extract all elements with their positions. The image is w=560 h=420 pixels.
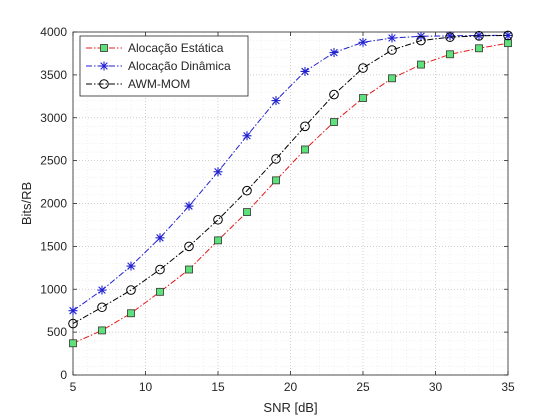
data-point	[69, 339, 77, 348]
data-point	[242, 185, 252, 196]
data-point	[98, 326, 106, 335]
data-point	[97, 302, 107, 313]
x-tick-label: 15	[211, 380, 225, 394]
data-point	[358, 63, 368, 73]
data-point	[300, 121, 310, 132]
series-line	[72, 42, 509, 344]
legend-entry: Alocação Dinâmica	[86, 59, 231, 73]
x-tick-label: 35	[501, 380, 515, 394]
legend-label: Alocação Dinâmica	[128, 59, 231, 73]
legend-marker	[100, 44, 108, 52]
series-1	[69, 39, 512, 348]
legend-entry: Alocação Estática	[86, 41, 224, 55]
y-tick-label: 3000	[40, 111, 67, 125]
data-point	[330, 118, 338, 126]
y-tick-label: 2500	[40, 154, 67, 168]
y-axis-label: Bits/RB	[19, 182, 34, 225]
series-line	[72, 34, 509, 324]
x-axis-label: SNR [dB]	[263, 400, 317, 415]
x-axis: 5 10 15 20 25 30 35	[70, 32, 515, 394]
data-point	[359, 94, 367, 102]
data-point	[184, 201, 194, 211]
data-point	[329, 89, 339, 100]
y-tick-label: 1500	[40, 239, 67, 253]
data-point	[416, 35, 426, 46]
data-point	[474, 31, 484, 41]
data-point	[126, 261, 136, 271]
data-point	[271, 154, 281, 164]
data-point	[446, 50, 454, 59]
series-2	[68, 30, 513, 316]
data-point	[387, 33, 397, 43]
data-point	[300, 66, 310, 76]
legend-marker	[99, 79, 109, 89]
data-point	[213, 167, 223, 177]
x-tick-label: 5	[70, 380, 77, 394]
y-tick-label: 0	[60, 368, 67, 382]
data-point	[97, 285, 107, 295]
x-tick-label: 20	[284, 380, 298, 394]
data-point	[155, 233, 165, 243]
y-tick-label: 2000	[40, 197, 67, 211]
legend-entry: AWM-MOM	[86, 77, 190, 91]
data-point	[213, 214, 223, 225]
series-line	[72, 34, 508, 312]
data-point	[68, 306, 78, 316]
data-point	[214, 236, 222, 245]
series-layer	[68, 30, 513, 348]
legend-label: Alocação Estática	[128, 41, 224, 55]
data-point	[185, 265, 193, 274]
data-point	[388, 74, 396, 83]
data-point	[504, 39, 512, 48]
data-point	[271, 96, 281, 106]
data-point	[329, 48, 339, 58]
data-point	[475, 44, 483, 53]
legend-marker	[99, 61, 109, 71]
data-point	[301, 145, 309, 154]
data-point	[387, 45, 397, 55]
x-tick-label: 30	[429, 380, 443, 394]
data-point	[242, 131, 252, 141]
y-axis: 0 500 1000 1500 2000 2500 3000 3500 4000	[40, 25, 508, 382]
data-point	[272, 176, 280, 185]
y-tick-label: 4000	[40, 25, 67, 39]
data-point	[156, 287, 164, 296]
x-tick-label: 10	[139, 380, 153, 394]
y-tick-label: 500	[47, 325, 67, 339]
data-point	[445, 32, 455, 42]
data-point	[503, 30, 513, 41]
data-point	[126, 285, 136, 295]
y-tick-label: 3500	[40, 68, 67, 82]
y-tick-label: 1000	[40, 282, 67, 296]
series-3	[68, 30, 513, 329]
legend-label: AWM-MOM	[128, 77, 190, 91]
data-point	[184, 241, 194, 252]
data-point	[127, 309, 135, 318]
data-point	[155, 264, 165, 275]
data-point	[243, 208, 251, 216]
data-point	[417, 60, 425, 69]
data-point	[358, 37, 368, 47]
x-tick-label: 25	[356, 380, 370, 394]
data-point	[68, 318, 78, 329]
legend: Alocação Estática Alocação Dinâmica AWM-MO…	[79, 35, 249, 97]
